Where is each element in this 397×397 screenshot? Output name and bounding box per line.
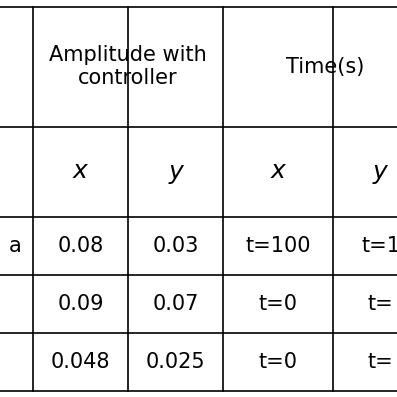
Text: Amplitude with
controller: Amplitude with controller xyxy=(49,45,207,88)
Text: x: x xyxy=(271,160,285,183)
Text: 0.03: 0.03 xyxy=(152,235,198,256)
Text: 0.048: 0.048 xyxy=(51,351,110,372)
Text: 0.025: 0.025 xyxy=(146,351,205,372)
Text: x: x xyxy=(73,160,88,183)
Text: 0.08: 0.08 xyxy=(58,235,104,256)
Text: t=100: t=100 xyxy=(245,235,311,256)
Text: y: y xyxy=(168,160,183,183)
Text: t=: t= xyxy=(368,351,393,372)
Text: t=1: t=1 xyxy=(361,235,397,256)
Text: t=0: t=0 xyxy=(258,351,297,372)
Text: 0.09: 0.09 xyxy=(57,293,104,314)
Text: t=0: t=0 xyxy=(258,293,297,314)
Text: Time(s): Time(s) xyxy=(286,56,365,77)
Text: y: y xyxy=(373,160,388,183)
Text: a: a xyxy=(9,235,22,256)
Text: t=: t= xyxy=(368,293,393,314)
Text: 0.07: 0.07 xyxy=(152,293,198,314)
